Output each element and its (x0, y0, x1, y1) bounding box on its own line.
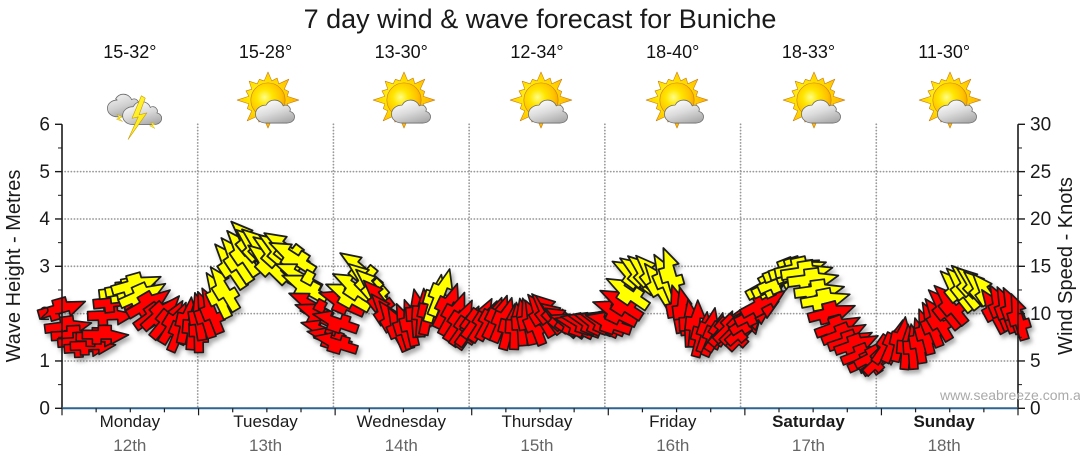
svg-text:5: 5 (39, 162, 50, 183)
svg-text:Wave Height - Metres: Wave Height - Metres (3, 170, 25, 363)
svg-text:2: 2 (39, 304, 50, 325)
svg-text:0: 0 (39, 399, 50, 420)
svg-text:10: 10 (1030, 304, 1051, 325)
svg-text:1: 1 (39, 351, 50, 372)
svg-text:20: 20 (1030, 209, 1051, 230)
svg-text:5: 5 (1030, 351, 1041, 372)
svg-text:25: 25 (1030, 162, 1051, 183)
svg-text:6: 6 (39, 115, 50, 136)
svg-text:Wind Speed - Knots: Wind Speed - Knots (1055, 177, 1077, 355)
svg-text:30: 30 (1030, 115, 1051, 136)
svg-text:www.seabreeze.com.au: www.seabreeze.com.au (939, 387, 1080, 403)
svg-text:3: 3 (39, 257, 50, 278)
svg-text:4: 4 (39, 209, 50, 230)
svg-text:15: 15 (1030, 257, 1051, 278)
